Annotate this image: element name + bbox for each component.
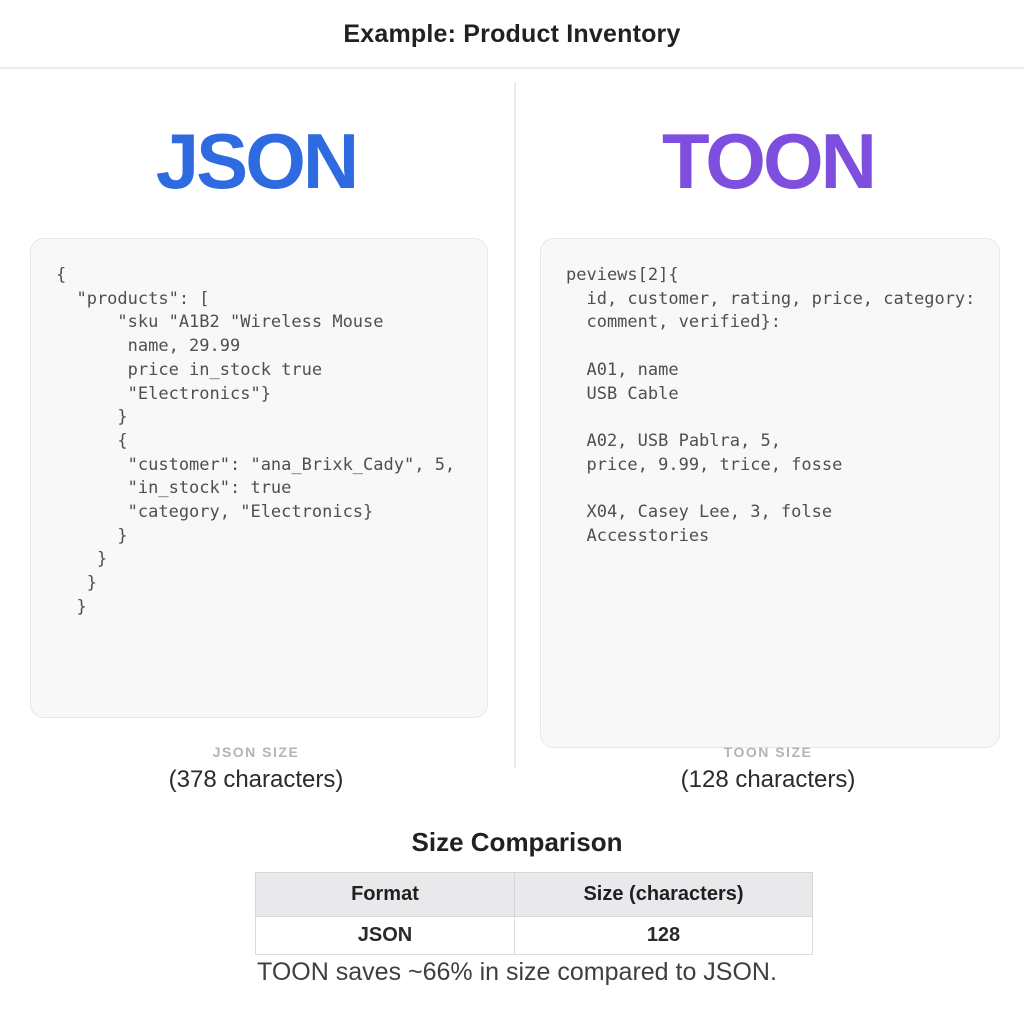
toon-code: peviews[2]{ id, customer, rating, price,… (566, 265, 976, 546)
json-size-value: (378 characters) (168, 766, 344, 793)
format-cell: JSON (255, 916, 515, 955)
toon-heading: TOON (662, 117, 877, 205)
json-code-card: { "products": [ "sku "A1B2 "Wireless Mou… (30, 238, 488, 718)
size-cell: 128 (514, 916, 813, 955)
size-column-header: Size (characters) (514, 872, 813, 917)
comparison-title: Size Comparison (411, 827, 623, 857)
json-heading: JSON (155, 117, 359, 205)
savings-note: TOON saves ~66% in size compared to JSON… (257, 958, 777, 986)
toon-size-value: (128 characters) (680, 766, 856, 793)
json-size-label: JSON SIZE (212, 744, 300, 760)
page-title: Example: Product Inventory (343, 20, 681, 48)
json-code: { "products": [ "sku "A1B2 "Wireless Mou… (56, 265, 456, 617)
table-header-row: Format Size (characters) (255, 872, 813, 917)
column-divider (514, 82, 516, 768)
header-divider (0, 67, 1024, 69)
toon-size-label: TOON SIZE (723, 744, 813, 760)
comparison-table: Format Size (characters) JSON 128 (255, 872, 813, 955)
toon-code-card: peviews[2]{ id, customer, rating, price,… (540, 238, 1000, 748)
table-row: JSON 128 (255, 916, 813, 955)
format-column-header: Format (255, 872, 515, 917)
